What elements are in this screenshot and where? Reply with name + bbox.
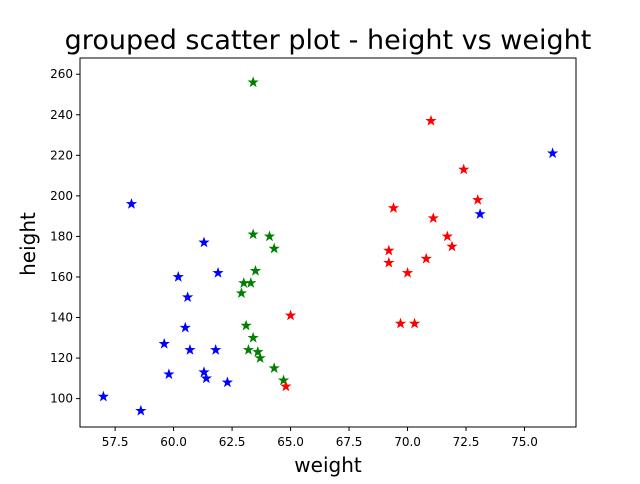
chart-title: grouped scatter plot - height vs weight: [65, 25, 592, 56]
data-point-series-2-10: [247, 331, 259, 343]
y-axis-label: height: [16, 212, 40, 276]
x-tick-label: 72.5: [453, 435, 480, 449]
data-point-series-2-15: [277, 374, 290, 386]
plot-area: [97, 76, 559, 416]
data-point-series-2-4: [268, 242, 280, 254]
y-tick-label: 120: [50, 351, 73, 365]
data-point-series-1-14: [212, 266, 224, 278]
data-point-series-2-9: [240, 319, 252, 331]
data-point-series-3-6: [441, 230, 453, 242]
y-tick-label: 200: [50, 189, 73, 203]
y-tick-label: 240: [50, 108, 73, 122]
y-tick-label: 220: [50, 148, 73, 162]
data-point-series-1-9: [184, 344, 196, 355]
data-point-series-3-8: [383, 244, 395, 256]
y-tick-label: 140: [50, 311, 73, 325]
data-point-series-3-5: [427, 212, 439, 223]
x-tick-label: 65.0: [277, 435, 304, 449]
data-point-series-1-7: [179, 321, 191, 333]
x-tick-label: 75.0: [511, 435, 538, 449]
data-point-series-1-4: [158, 337, 170, 349]
data-point-series-1-2: [125, 198, 138, 209]
axes: 57.5 60.0 62.5 65.0 67.5 70.0 72.5 75.0 100 120 14…: [50, 57, 577, 449]
data-point-series-2-5: [249, 264, 262, 276]
x-axis-label: weight: [294, 453, 362, 477]
x-tick-label: 60.0: [160, 435, 187, 449]
data-point-series-1-11: [198, 366, 210, 378]
data-point-series-3-12: [284, 309, 297, 321]
y-tick-label: 180: [50, 229, 73, 243]
x-tick-label: 67.5: [336, 435, 363, 449]
y-tick-label: 260: [50, 67, 73, 81]
data-point-series-1-13: [210, 344, 222, 355]
data-point-series-1-10: [198, 236, 210, 248]
data-point-series-1-3: [135, 404, 147, 416]
data-point-series-1-16: [474, 208, 486, 219]
data-point-series-1-17: [546, 147, 559, 159]
data-point-series-2-2: [247, 228, 259, 240]
data-point-series-3-4: [387, 202, 400, 213]
data-point-series-1-1: [97, 390, 110, 402]
data-point-series-3-15: [280, 380, 292, 392]
data-point-series-3-2: [458, 163, 470, 175]
data-point-series-1-15: [221, 376, 234, 388]
x-tick-label: 70.0: [394, 435, 421, 449]
data-point-series-2-3: [263, 230, 276, 242]
data-point-series-3-3: [472, 194, 484, 205]
axes-frame: [79, 57, 577, 428]
y-tick-label: 100: [50, 392, 73, 406]
data-point-series-2-13: [254, 352, 266, 363]
x-tick-label: 57.5: [102, 435, 129, 449]
data-point-series-3-7: [446, 240, 458, 252]
data-point-series-3-9: [383, 256, 395, 268]
data-point-series-3-10: [420, 252, 432, 264]
data-point-series-2-14: [268, 362, 280, 373]
data-point-series-3-13: [394, 317, 407, 329]
data-point-series-3-14: [408, 317, 421, 329]
data-point-series-2-11: [242, 344, 255, 355]
data-point-series-1-8: [182, 291, 194, 303]
x-tick-label: 62.5: [219, 435, 246, 449]
data-point-series-1-6: [172, 271, 184, 282]
data-point-series-3-11: [401, 266, 414, 278]
data-point-series-2-12: [252, 346, 264, 357]
data-point-series-1-5: [163, 368, 175, 380]
data-point-series-1-12: [200, 372, 212, 384]
data-point-series-3-1: [425, 114, 437, 126]
data-point-series-2-8: [235, 287, 248, 298]
data-point-series-2-7: [245, 277, 257, 288]
data-point-series-2-1: [247, 76, 259, 88]
y-tick-label: 160: [50, 270, 73, 284]
